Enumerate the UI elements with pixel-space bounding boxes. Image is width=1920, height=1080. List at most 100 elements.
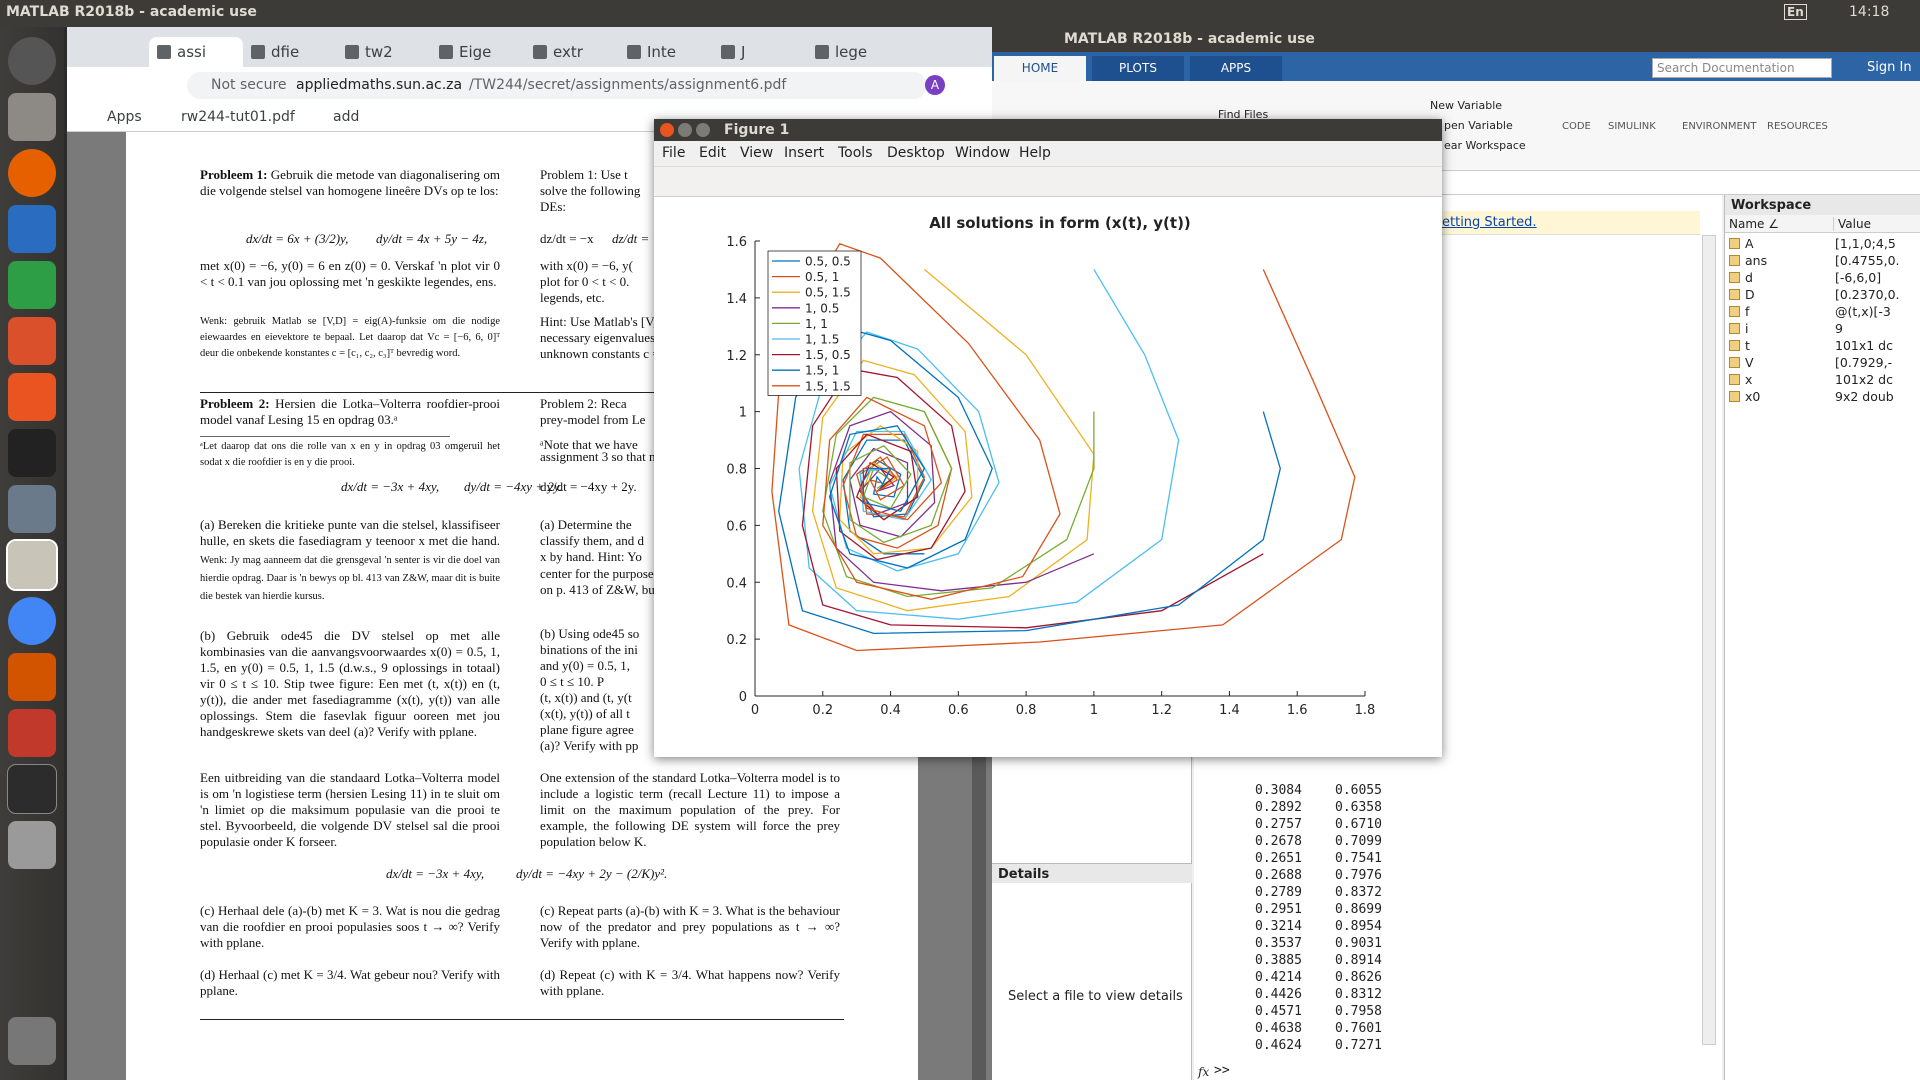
launcher-icon[interactable] xyxy=(8,317,56,365)
bookmark[interactable]: add xyxy=(333,109,360,125)
var-name: i xyxy=(1745,321,1749,336)
launcher-icon[interactable] xyxy=(8,93,56,141)
workspace-row[interactable]: V [0.7929,- xyxy=(1725,354,1920,371)
text-fragment: solve the following xyxy=(540,183,641,198)
output-value: 0.7099 xyxy=(1335,834,1382,849)
browser-tab[interactable]: tw2 xyxy=(337,37,431,67)
browser-tab[interactable]: Inte xyxy=(619,37,713,67)
data-line xyxy=(801,368,1264,629)
launcher-icon[interactable] xyxy=(6,539,58,591)
browser-tab[interactable]: assi xyxy=(149,37,243,67)
equation: dx/dt = −3x + 4xy, xyxy=(386,866,485,881)
launcher-icon[interactable] xyxy=(8,1017,56,1065)
launcher-icon[interactable] xyxy=(8,37,56,85)
workspace-row[interactable]: x 101x2 dc xyxy=(1725,371,1920,388)
launcher-icon[interactable] xyxy=(8,653,56,701)
workspace-row[interactable]: D [0.2370,0. xyxy=(1725,286,1920,303)
y-tick-label: 0.4 xyxy=(726,576,747,591)
launcher-icon[interactable] xyxy=(8,261,56,309)
omnibox[interactable] xyxy=(187,72,927,99)
browser-toolbar: Not secure appliedmaths.sun.ac.za /TW244… xyxy=(67,67,992,104)
browser-tab[interactable]: J xyxy=(713,37,807,67)
paragraph: (d) Herhaal (c) met K = 3/4. Wat gebeur … xyxy=(200,967,500,998)
bookmark[interactable]: rw244-tut01.pdf xyxy=(181,109,295,125)
icon xyxy=(1729,289,1740,300)
maximize-button[interactable] xyxy=(696,123,710,137)
workspace-row[interactable]: ans [0.4755,0. xyxy=(1725,252,1920,269)
workspace-row[interactable]: x0 9x2 doub xyxy=(1725,388,1920,405)
ribbon-button[interactable]: ear Workspace xyxy=(1444,139,1526,152)
menu-item[interactable]: Desktop xyxy=(887,145,945,161)
menu-item[interactable]: File xyxy=(662,145,686,161)
window-title: MATLAB R2018b - academic use xyxy=(6,4,257,20)
menu-item[interactable]: Help xyxy=(1019,145,1051,161)
launcher-icon[interactable] xyxy=(8,429,56,477)
output-value: 0.8372 xyxy=(1335,885,1382,900)
var-name: ans xyxy=(1745,253,1768,268)
toolstrip-tab[interactable]: HOME xyxy=(994,56,1086,81)
legend-label: 0.5, 1.5 xyxy=(805,286,851,300)
paragraph: Probleem 1: Gebruik die metode van diago… xyxy=(200,167,500,199)
text-fragment: binations of the ini xyxy=(540,642,638,657)
launcher-icon[interactable] xyxy=(8,821,56,869)
menu-item[interactable]: Insert xyxy=(784,145,825,161)
workspace-row[interactable]: t 101x1 dc xyxy=(1725,337,1920,354)
ribbon-button[interactable]: New Variable xyxy=(1430,99,1503,112)
fx-icon[interactable]: fx xyxy=(1198,1065,1210,1079)
browser-tab[interactable]: lege xyxy=(807,37,901,67)
launcher-icon[interactable] xyxy=(7,764,57,814)
text: Hersien die Lotka–Volterra roofdier-proo… xyxy=(200,396,500,427)
toolstrip-tab[interactable]: APPS xyxy=(1190,56,1282,81)
clock[interactable]: 14:18 xyxy=(1849,4,1890,20)
var-value: 9 xyxy=(1835,321,1843,336)
text-fragment: 0 ≤ t ≤ 10. P xyxy=(540,674,605,689)
profile-avatar[interactable]: A xyxy=(925,75,945,95)
icon xyxy=(1729,272,1740,283)
text-fragment: center for the purpose xyxy=(540,566,654,581)
legend: 0.5, 0.50.5, 10.5, 1.51, 0.51, 11, 1.51.… xyxy=(767,250,862,396)
x-tick-label: 1.8 xyxy=(1355,703,1376,718)
bookmark[interactable]: Apps xyxy=(107,109,142,125)
menu-item[interactable]: View xyxy=(740,145,774,161)
browser-tab[interactable]: extr xyxy=(525,37,619,67)
sign-in[interactable]: Sign In xyxy=(1867,60,1912,75)
scrollbar[interactable] xyxy=(1702,235,1716,1045)
text: (a) Bereken die kritieke punte van die s… xyxy=(200,517,500,548)
browser-tab[interactable]: dfie xyxy=(243,37,337,67)
var-value: [0.4755,0. xyxy=(1835,253,1900,268)
launcher-icon[interactable] xyxy=(8,485,56,533)
paragraph: (c) Repeat parts (a)-(b) with K = 3. Wha… xyxy=(540,903,840,950)
rule xyxy=(200,436,450,437)
output-value: 0.4624 xyxy=(1255,1038,1302,1053)
ribbon-button[interactable]: Find Files xyxy=(1218,108,1269,121)
launcher-icon[interactable] xyxy=(8,149,56,197)
search-box[interactable]: Search Documentation xyxy=(1652,58,1832,78)
workspace-row[interactable]: f @(t,x)[-3 xyxy=(1725,303,1920,320)
keyboard-indicator[interactable]: En xyxy=(1784,4,1807,20)
column-name[interactable]: Name ∠ xyxy=(1729,217,1779,231)
legend-label: 1.5, 0.5 xyxy=(805,348,851,362)
launcher-icon[interactable] xyxy=(8,373,56,421)
menu-item[interactable]: Window xyxy=(955,145,1011,161)
launcher-icon[interactable] xyxy=(8,709,56,757)
menu-item[interactable]: Edit xyxy=(699,145,727,161)
menu-item[interactable]: Tools xyxy=(838,145,873,161)
launcher-icon[interactable] xyxy=(8,597,56,645)
text-fragment: (a)? Verify with pp xyxy=(540,738,639,753)
workspace-row[interactable]: d [-6,6,0] xyxy=(1725,269,1920,286)
var-name: t xyxy=(1745,338,1750,353)
workspace-row[interactable]: A [1,1,0;4,5 xyxy=(1725,235,1920,252)
getting-started-link[interactable]: etting Started. xyxy=(1442,215,1537,230)
text-fragment: classify them, and d xyxy=(540,533,644,548)
toolstrip-tab[interactable]: PLOTS xyxy=(1092,56,1184,81)
heading: Probleem 2: xyxy=(200,396,270,411)
close-button[interactable] xyxy=(660,123,674,137)
heading: Probleem 1: xyxy=(200,167,268,182)
ribbon-button[interactable]: pen Variable xyxy=(1444,119,1513,132)
column-value[interactable]: Value xyxy=(1833,217,1871,231)
window-title: MATLAB R2018b - academic use xyxy=(1064,31,1315,47)
minimize-button[interactable] xyxy=(678,123,692,137)
browser-tab[interactable]: Eige xyxy=(431,37,525,67)
launcher-icon[interactable] xyxy=(8,205,56,253)
